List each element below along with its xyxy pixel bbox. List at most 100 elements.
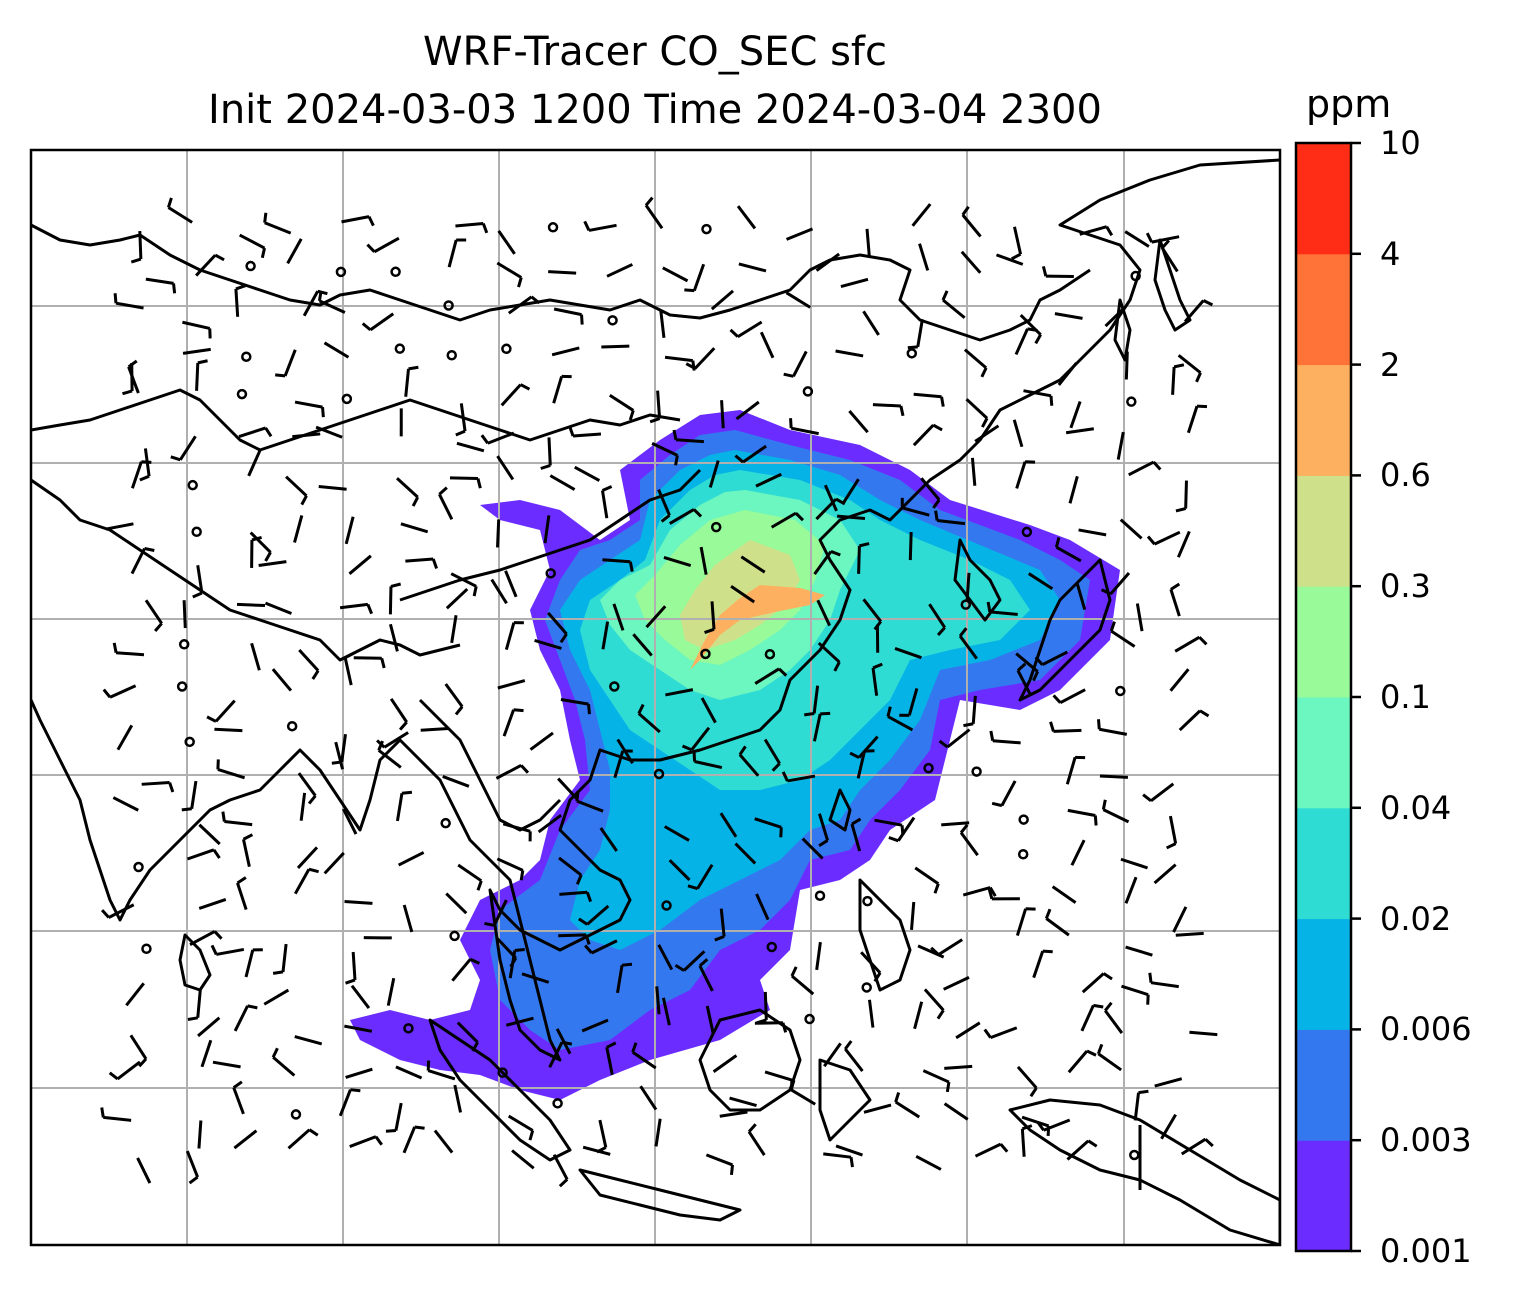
philippines-coastline [858, 878, 912, 992]
wind-barb [200, 1039, 213, 1068]
wind-barb [1069, 400, 1082, 429]
wind-barb [959, 823, 979, 857]
wind-barb [616, 962, 633, 994]
wind-barb [344, 516, 355, 545]
wind-barb [496, 519, 501, 548]
wind-barb [575, 791, 604, 813]
calm-wind-marker [906, 348, 918, 359]
wind-barb [759, 331, 775, 359]
wind-barb [361, 312, 395, 332]
calm-wind-marker [341, 393, 353, 405]
wind-barb [790, 966, 815, 996]
wind-barb [130, 547, 155, 575]
wind-barb [334, 741, 345, 770]
wind-barb [182, 347, 211, 355]
wind-barb [552, 374, 572, 404]
wind-barb [1178, 709, 1210, 732]
wind-barb [1016, 1065, 1038, 1098]
wind-barb [920, 477, 941, 509]
wind-barb [385, 1102, 403, 1133]
wind-barb [712, 1054, 738, 1073]
calm-wind-marker [449, 930, 460, 942]
wind-barb [955, 1021, 981, 1040]
wind-barb [649, 390, 662, 424]
wind-barb [1104, 1001, 1124, 1034]
calm-wind-marker [1129, 1149, 1140, 1161]
wind-barb [455, 403, 467, 437]
wind-barb [350, 984, 371, 1009]
wind-barb [789, 418, 819, 436]
wind-barb [1041, 266, 1074, 279]
wind-barb [548, 1040, 573, 1068]
wind-barb [923, 988, 945, 1020]
wind-barb [738, 745, 760, 777]
wind-barb [962, 886, 997, 897]
wind-barb [250, 642, 261, 671]
wind-barb [908, 532, 913, 561]
wind-barb [1057, 362, 1078, 386]
calm-wind-marker [804, 1013, 815, 1025]
wind-barb [913, 1001, 924, 1030]
wind-barb [989, 730, 1021, 745]
calm-wind-marker [764, 648, 776, 660]
wind-barb [1166, 815, 1178, 850]
calm-wind-marker [443, 300, 454, 311]
calm-wind-marker [191, 526, 202, 538]
wind-barb [835, 349, 864, 358]
wind-barb [835, 1144, 864, 1157]
wind-barb [540, 437, 552, 470]
wind-barb [144, 599, 163, 632]
wind-barb [236, 876, 248, 911]
colorbar [1294, 141, 1361, 1253]
wind-barb [496, 857, 525, 881]
wind-barb [987, 888, 1020, 901]
wind-barb [865, 228, 871, 257]
wind-barb [1097, 719, 1128, 736]
wind-barb [918, 243, 930, 271]
wind-barb [397, 851, 425, 867]
wind-barb [943, 1102, 969, 1121]
wind-barb [655, 986, 661, 1015]
wind-barb [1067, 1049, 1097, 1074]
calm-wind-marker [245, 260, 256, 272]
calm-wind-marker [1021, 526, 1033, 538]
wind-barb [212, 1060, 241, 1069]
colorbar-segment [1296, 143, 1351, 255]
sulawesi-coastline [818, 1058, 872, 1142]
wind-barb [395, 1065, 423, 1080]
wind-barb [1099, 774, 1128, 779]
wind-barb [583, 220, 617, 232]
wind-barb [1070, 839, 1086, 866]
wind-barb [1124, 876, 1138, 904]
wind-barb [490, 578, 508, 605]
calm-wind-marker [286, 720, 298, 732]
wind-barb [719, 1110, 748, 1118]
korea-coastline [953, 538, 1002, 622]
wind-barb [1012, 419, 1024, 448]
wind-barb [116, 724, 134, 751]
wind-barb [934, 510, 966, 526]
calm-wind-marker [547, 222, 559, 233]
wind-barb [789, 1079, 816, 1106]
wind-barb [872, 403, 905, 417]
wind-barb [755, 893, 770, 921]
wind-barb [504, 570, 518, 598]
wind-barb [388, 582, 402, 615]
calm-wind-marker [802, 386, 814, 397]
wind-barb [705, 1153, 735, 1176]
java-coastline [578, 1168, 742, 1222]
wind-barb [961, 205, 982, 238]
wind-barb [605, 1041, 617, 1076]
wind-barb [272, 943, 288, 975]
wind-barb [552, 1153, 569, 1188]
wind-barb [1172, 906, 1188, 933]
wind-barb [941, 821, 970, 827]
wind-barb [719, 812, 738, 838]
wind-barb [1169, 668, 1190, 692]
wind-barb [781, 771, 816, 783]
wind-barb [1016, 662, 1033, 697]
new-guinea-coastline [1008, 1098, 1280, 1245]
colorbar-tick-label: 0.1 [1380, 678, 1431, 716]
wind-barb [974, 424, 1000, 443]
wind-barb [815, 497, 846, 521]
